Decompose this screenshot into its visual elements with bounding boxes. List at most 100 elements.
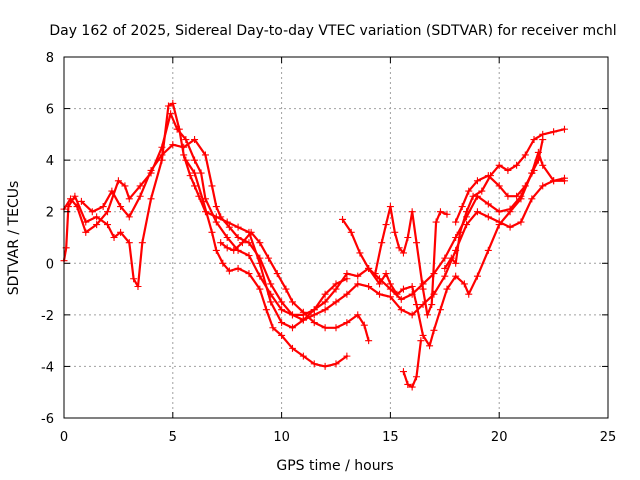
data-point (265, 254, 273, 262)
data-point (288, 311, 296, 319)
data-point (360, 321, 368, 329)
data-point (478, 187, 486, 195)
data-point (376, 280, 384, 288)
data-point (343, 319, 351, 327)
data-point (282, 285, 290, 293)
data-point (278, 306, 286, 314)
data-point (104, 208, 112, 216)
data-point (539, 182, 547, 190)
data-point (432, 218, 440, 226)
data-point (104, 221, 112, 229)
data-point (399, 249, 407, 257)
series-arc-8 (399, 337, 425, 391)
y-tick-label: 0 (46, 257, 54, 272)
data-point (550, 128, 558, 136)
data-point (506, 208, 514, 216)
data-point (321, 362, 329, 370)
data-point (560, 177, 568, 185)
data-point (71, 192, 79, 200)
data-point (267, 290, 275, 298)
data-point (513, 161, 521, 169)
data-point (365, 264, 373, 272)
y-tick-label: 6 (46, 103, 54, 118)
data-point (238, 239, 246, 247)
data-point (234, 223, 242, 231)
data-point (354, 311, 362, 319)
series-arc-9 (441, 125, 568, 272)
data-point (180, 143, 188, 151)
y-tick-label: -4 (41, 360, 54, 375)
data-point (223, 244, 231, 252)
data-point (343, 290, 351, 298)
data-point (463, 208, 471, 216)
data-point (217, 239, 225, 247)
data-point (299, 308, 307, 316)
series-arc-4 (182, 156, 351, 370)
chart-title: Day 162 of 2025, Sidereal Day-to-day VTE… (49, 23, 616, 39)
data-point (82, 228, 90, 236)
series-arc-3 (77, 136, 568, 319)
data-point (456, 228, 464, 236)
data-point (121, 182, 129, 190)
data-point (430, 326, 438, 334)
data-point (447, 254, 455, 262)
data-point (110, 234, 118, 241)
data-point (530, 166, 538, 174)
data-point (371, 270, 379, 278)
data-point (386, 280, 394, 288)
data-point (517, 218, 525, 226)
data-point (463, 221, 471, 229)
data-point (413, 373, 421, 381)
data-point (436, 208, 444, 216)
data-point (212, 246, 220, 254)
y-tick-label: 4 (46, 154, 54, 169)
data-point (158, 151, 166, 159)
data-point (225, 223, 233, 231)
series-trace (341, 138, 544, 347)
data-point (343, 352, 351, 360)
data-point (269, 324, 277, 332)
series-trace (454, 169, 536, 224)
data-point (158, 143, 166, 151)
data-point (310, 306, 318, 314)
data-point (93, 221, 101, 229)
data-point (513, 192, 521, 200)
data-point (256, 254, 264, 262)
data-point (419, 285, 427, 293)
data-point (136, 182, 144, 190)
x-axis-label: GPS time / hours (276, 458, 393, 474)
data-point (354, 280, 362, 288)
series-arc-5 (217, 228, 373, 345)
data-point (125, 239, 133, 247)
data-point (99, 203, 107, 211)
data-point (386, 293, 394, 301)
axis-ticks: 0 5 10 15 20 25 -6 -4 -2 0 2 4 6 8 (41, 51, 616, 445)
y-tick-label: 8 (46, 51, 54, 66)
plot-frame (63, 56, 609, 419)
y-tick-label: -2 (41, 309, 54, 324)
data-point (417, 337, 425, 345)
data-point (321, 306, 329, 314)
data-point (73, 203, 81, 211)
y-axis-label: SDTVAR / TECUs (6, 181, 22, 296)
data-point (443, 285, 451, 293)
series-trace (374, 205, 449, 316)
data-point (299, 352, 307, 360)
data-point (288, 324, 296, 332)
data-point (376, 290, 384, 298)
series-arc-2 (60, 110, 568, 324)
data-point (225, 267, 233, 275)
data-point (517, 195, 525, 203)
data-series (60, 99, 568, 391)
y-tick-label: -6 (41, 412, 54, 427)
data-point (443, 210, 451, 218)
data-point (539, 161, 547, 169)
data-point (256, 239, 264, 247)
data-point (77, 197, 85, 205)
data-point (321, 324, 329, 332)
data-point (234, 234, 242, 241)
data-point (452, 234, 460, 241)
data-point (173, 125, 181, 133)
series-trace (402, 339, 422, 389)
